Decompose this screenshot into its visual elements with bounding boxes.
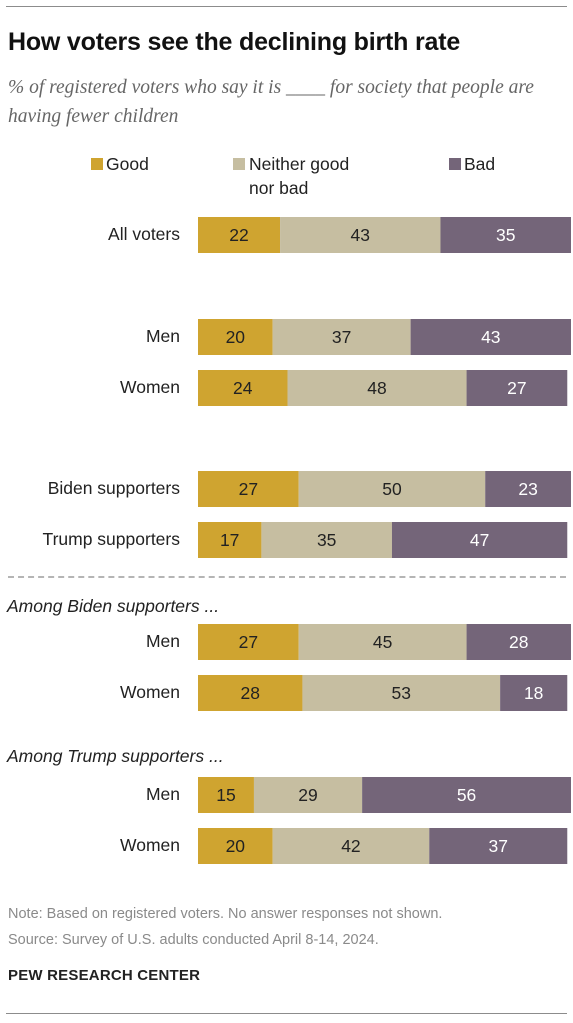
bar-segment-good bbox=[198, 777, 254, 813]
category-label: Men bbox=[145, 784, 180, 804]
category-label: Men bbox=[145, 631, 180, 651]
legend-swatch-good bbox=[91, 158, 103, 170]
data-label-neither: 35 bbox=[317, 530, 336, 550]
data-label-bad: 37 bbox=[489, 836, 508, 856]
bar-segment-neither bbox=[298, 471, 486, 507]
chart-subtitle: % of registered voters who say it is ___… bbox=[8, 77, 534, 127]
data-label-bad: 43 bbox=[481, 327, 500, 347]
data-label-good: 28 bbox=[240, 683, 259, 703]
data-label-good: 17 bbox=[220, 530, 239, 550]
bar-segment-good bbox=[198, 471, 299, 507]
category-label: All voters bbox=[108, 224, 180, 244]
bar-segment-bad bbox=[466, 370, 568, 406]
legend-swatch-bad bbox=[449, 158, 461, 170]
bar-segment-bad bbox=[485, 471, 571, 507]
data-label-bad: 47 bbox=[470, 530, 489, 550]
data-label-neither: 50 bbox=[382, 479, 402, 499]
bar-segment-neither bbox=[287, 370, 467, 406]
data-label-good: 15 bbox=[216, 785, 235, 805]
category-label: Men bbox=[145, 326, 180, 346]
data-label-neither: 43 bbox=[351, 225, 370, 245]
data-label-bad: 56 bbox=[457, 785, 476, 805]
data-label-neither: 42 bbox=[341, 836, 360, 856]
data-label-good: 27 bbox=[239, 479, 258, 499]
bar-segment-neither bbox=[280, 217, 441, 253]
legend-label-good: Good bbox=[106, 154, 149, 174]
bar-segment-good bbox=[198, 319, 273, 355]
bar-segment-neither bbox=[272, 828, 430, 864]
data-label-good: 20 bbox=[226, 836, 246, 856]
data-label-neither: 48 bbox=[367, 378, 386, 398]
bottom-rule bbox=[6, 1013, 567, 1014]
bar-segment-good bbox=[198, 675, 303, 711]
data-label-good: 22 bbox=[229, 225, 248, 245]
chart-source: Source: Survey of U.S. adults conducted … bbox=[8, 932, 379, 948]
bar-segment-good bbox=[198, 522, 262, 558]
legend-label-neither-line2: nor bad bbox=[249, 178, 309, 198]
bar-segment-bad bbox=[362, 777, 571, 813]
chart-title: How voters see the declining birth rate bbox=[8, 28, 461, 56]
bar-segment-good bbox=[198, 828, 273, 864]
category-label: Trump supporters bbox=[42, 529, 180, 549]
bar-segment-bad bbox=[440, 217, 571, 253]
bar-segment-good bbox=[198, 370, 288, 406]
bar-segment-good bbox=[198, 217, 281, 253]
data-label-bad: 27 bbox=[507, 378, 526, 398]
group-label-biden: Among Biden supporters ... bbox=[7, 596, 220, 616]
group-label-trump: Among Trump supporters ... bbox=[7, 746, 224, 766]
legend-label-bad: Bad bbox=[464, 154, 496, 174]
bar-segment-neither bbox=[298, 624, 467, 660]
bar-segment-bad bbox=[410, 319, 571, 355]
data-label-neither: 29 bbox=[298, 785, 317, 805]
bar-segment-neither bbox=[272, 319, 411, 355]
bar-segment-bad bbox=[500, 675, 568, 711]
bar-segment-neither bbox=[261, 522, 392, 558]
bar-segment-bad bbox=[391, 522, 568, 558]
bar-segment-bad bbox=[466, 624, 571, 660]
brand-logo-text: PEW RESEARCH CENTER bbox=[8, 967, 201, 984]
data-label-bad: 35 bbox=[496, 225, 515, 245]
category-label: Women bbox=[120, 835, 180, 855]
bar-segment-good bbox=[198, 624, 299, 660]
legend-label-neither-line1: Neither good bbox=[249, 154, 350, 174]
legend-swatch-neither bbox=[233, 158, 245, 170]
data-label-good: 27 bbox=[239, 632, 258, 652]
chart-note: Note: Based on registered voters. No ans… bbox=[8, 906, 443, 922]
data-label-neither: 53 bbox=[392, 683, 411, 703]
bar-segment-neither bbox=[253, 777, 363, 813]
bar-segment-bad bbox=[429, 828, 568, 864]
bar-segment-neither bbox=[302, 675, 501, 711]
data-label-bad: 18 bbox=[524, 683, 543, 703]
category-label: Women bbox=[120, 377, 180, 397]
data-label-bad: 23 bbox=[518, 479, 537, 499]
top-rule bbox=[6, 6, 567, 7]
data-label-good: 24 bbox=[233, 378, 253, 398]
data-label-neither: 37 bbox=[332, 327, 351, 347]
category-label: Women bbox=[120, 682, 180, 702]
section-divider bbox=[8, 576, 566, 578]
data-label-neither: 45 bbox=[373, 632, 392, 652]
data-label-bad: 28 bbox=[509, 632, 528, 652]
category-label: Biden supporters bbox=[47, 478, 180, 498]
data-label-good: 20 bbox=[226, 327, 246, 347]
